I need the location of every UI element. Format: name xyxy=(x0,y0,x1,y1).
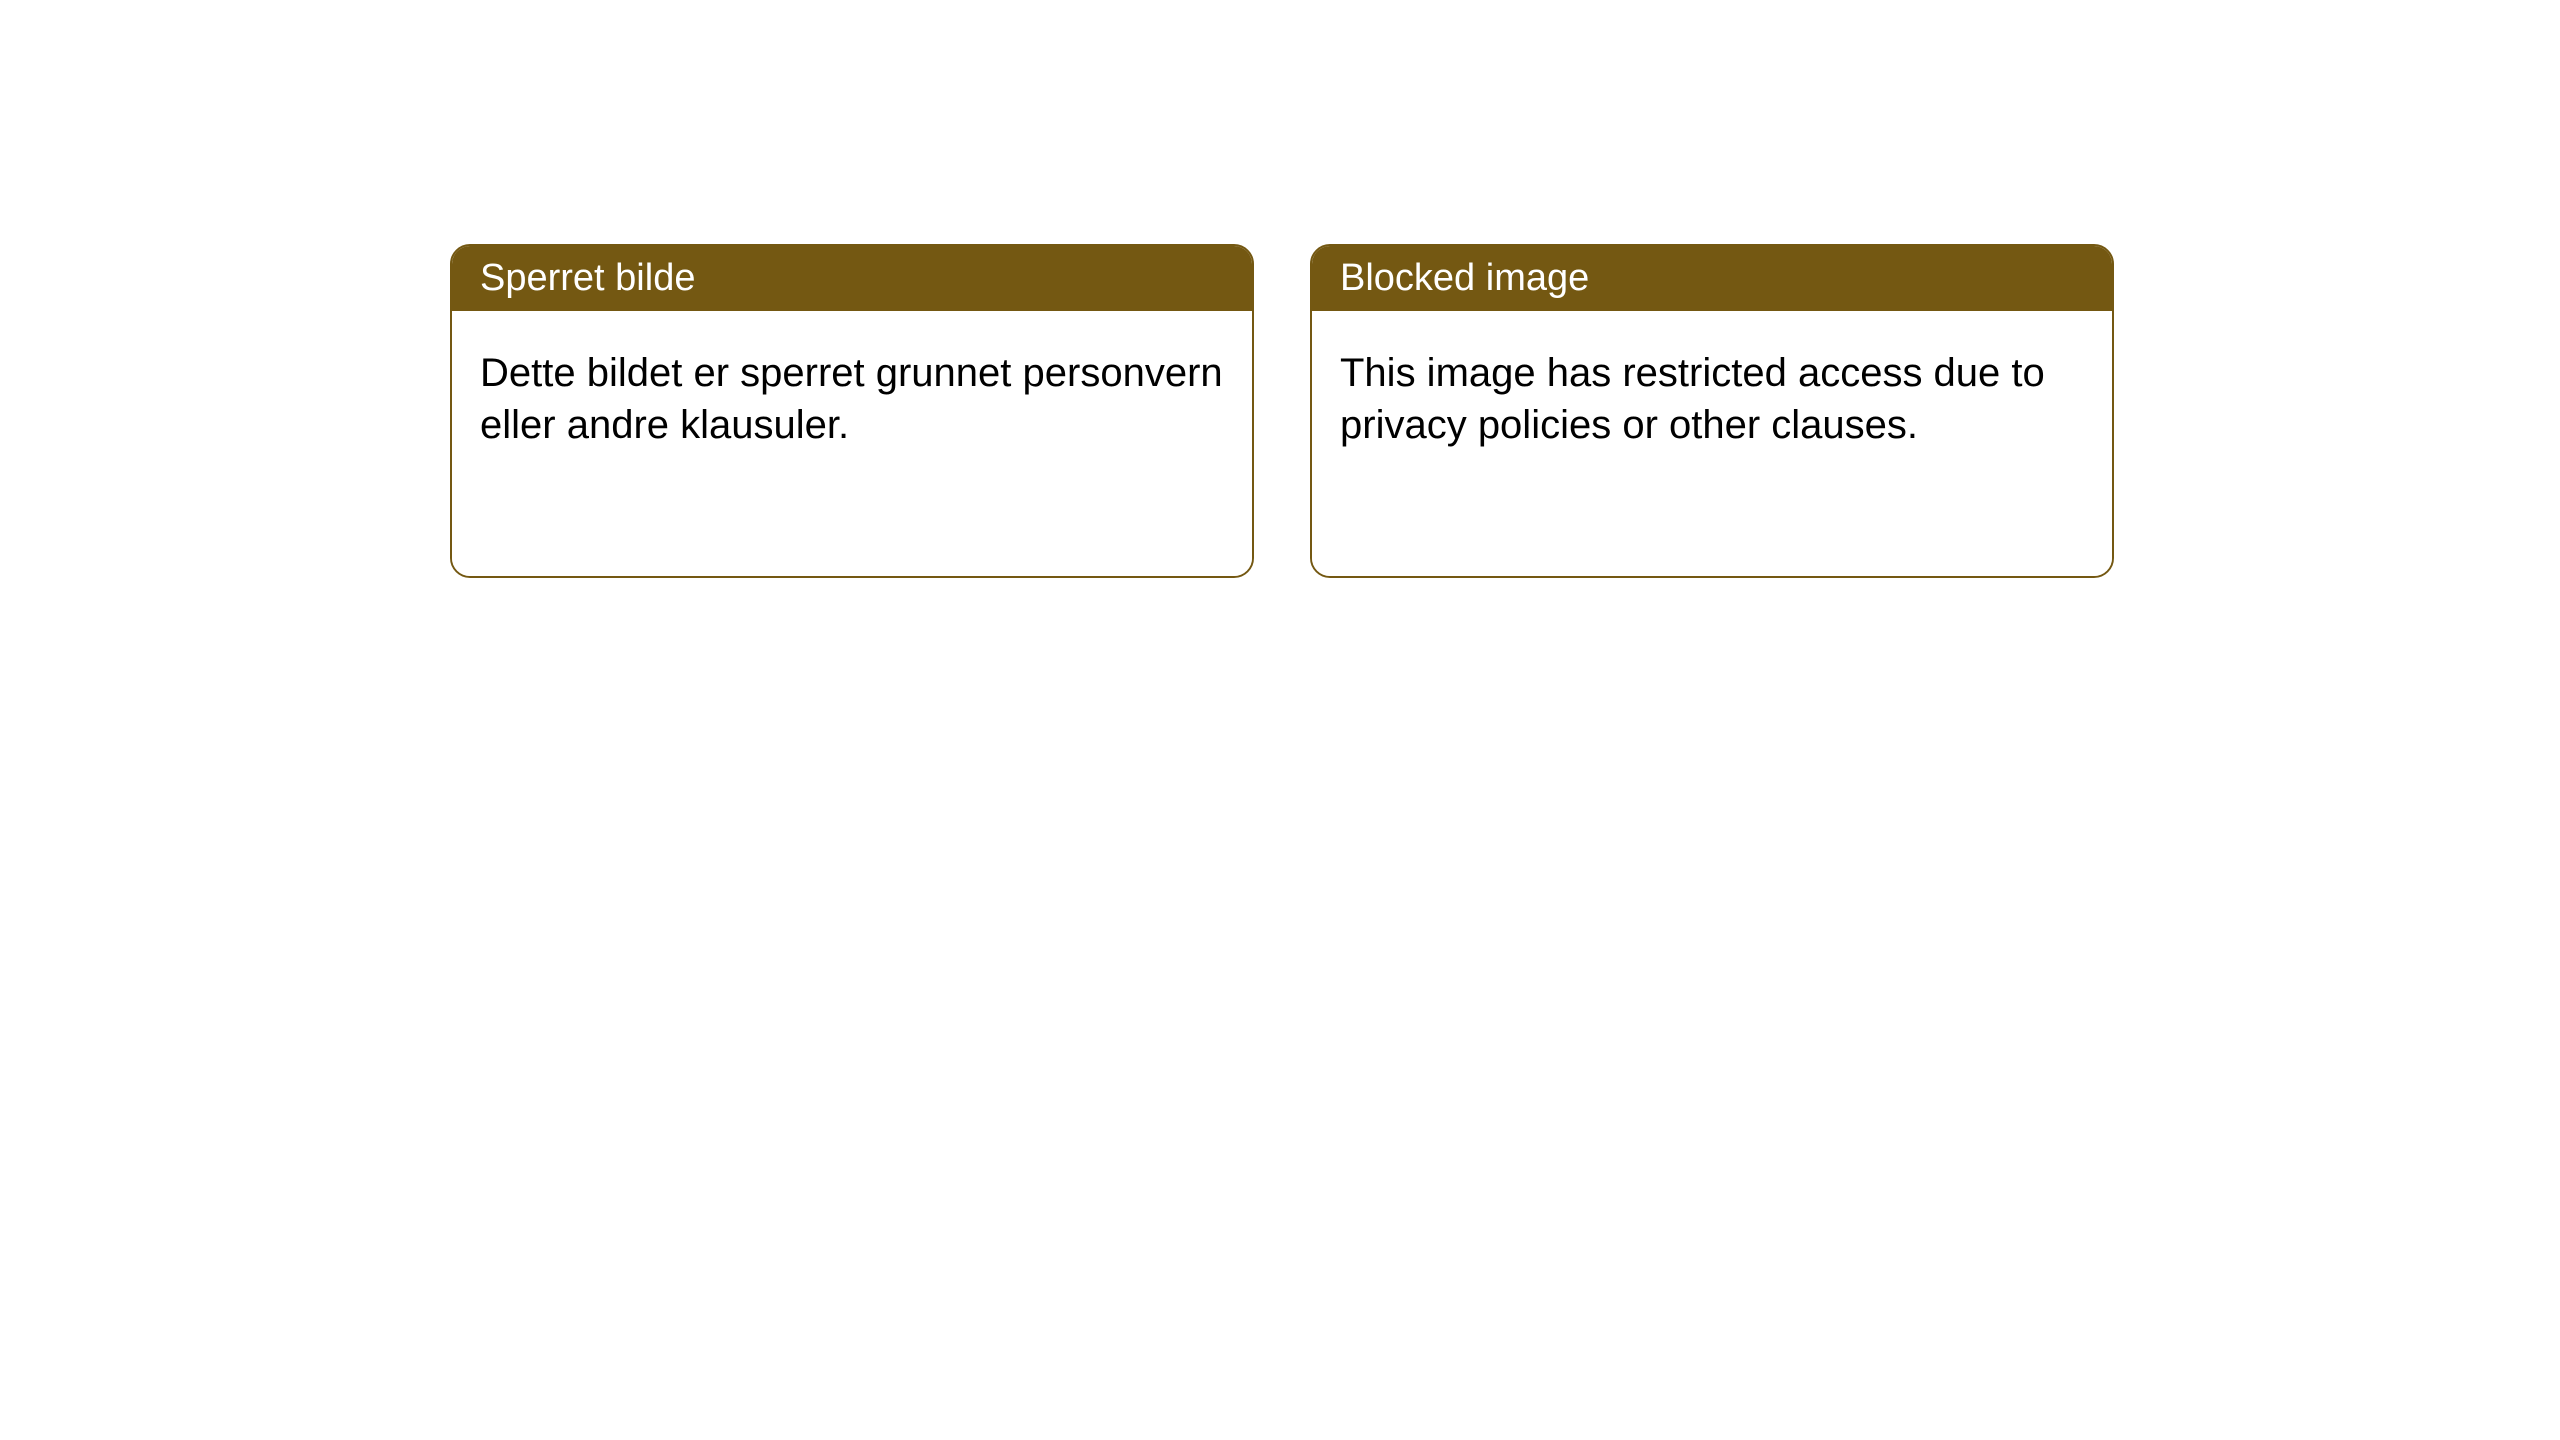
notice-body: Dette bildet er sperret grunnet personve… xyxy=(452,311,1252,576)
notice-header: Blocked image xyxy=(1312,246,2112,311)
notice-container: Sperret bilde Dette bildet er sperret gr… xyxy=(0,0,2560,578)
notice-header: Sperret bilde xyxy=(452,246,1252,311)
notice-card-norwegian: Sperret bilde Dette bildet er sperret gr… xyxy=(450,244,1254,578)
notice-card-english: Blocked image This image has restricted … xyxy=(1310,244,2114,578)
notice-body: This image has restricted access due to … xyxy=(1312,311,2112,576)
